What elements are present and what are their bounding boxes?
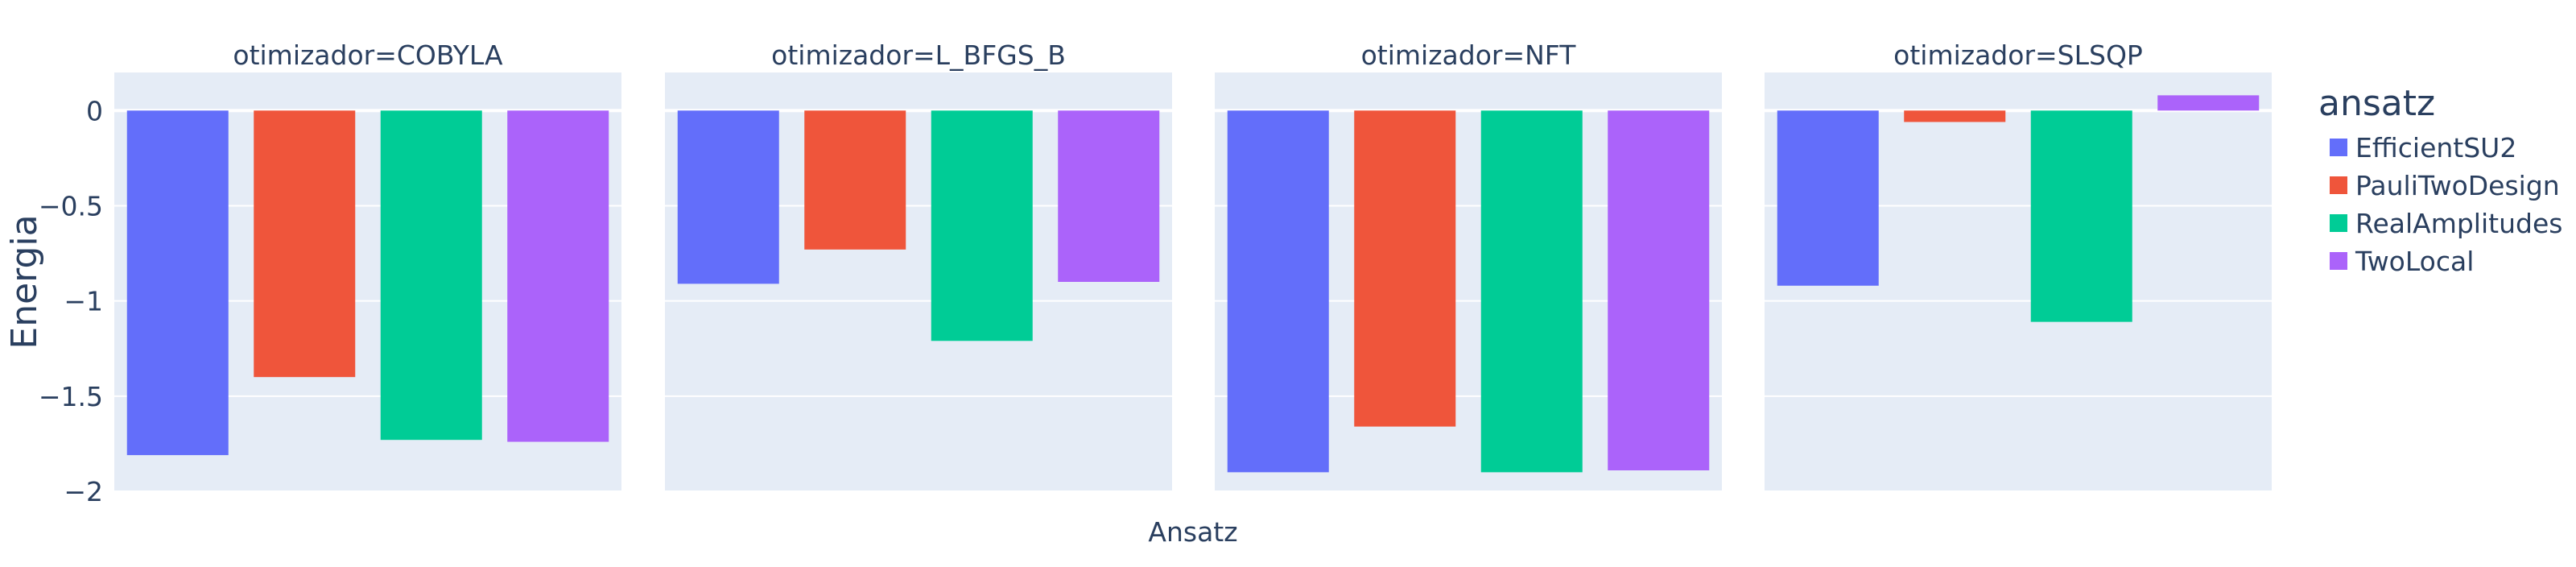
legend-label-realamplitudes: RealAmplitudes: [2355, 208, 2562, 239]
bar-2-paulitwodesign: [804, 110, 906, 250]
facet-title-3: otimizador=NFT: [1361, 39, 1577, 71]
bar-4-realamplitudes: [2030, 110, 2132, 322]
legend-swatch-paulitwodesign: [2330, 176, 2347, 194]
bar-1-twolocal: [507, 110, 609, 442]
x-axis-title: Ansatz: [1148, 516, 1237, 548]
legend-label-efficientsu2: EfficientSU2: [2355, 132, 2516, 163]
y-tick-label-2: −0.5: [39, 190, 103, 221]
bar-2-twolocal: [1058, 110, 1160, 282]
bar-3-realamplitudes: [1480, 110, 1583, 473]
facet-title-1: otimizador=COBYLA: [233, 39, 503, 71]
bar-4-efficientsu2: [1777, 110, 1879, 286]
legend-swatch-twolocal: [2330, 252, 2347, 270]
facet-title-2: otimizador=L_BFGS_B: [771, 39, 1066, 71]
bar-4-twolocal: [2157, 95, 2260, 111]
legend-label-paulitwodesign: PauliTwoDesign: [2355, 170, 2560, 201]
y-tick-label-1: 0: [86, 95, 103, 126]
bar-2-efficientsu2: [677, 110, 779, 284]
y-tick-label-4: −1.5: [39, 381, 103, 412]
legend-title: ansatz: [2318, 83, 2435, 124]
legend-label-twolocal: TwoLocal: [2355, 246, 2474, 277]
bar-4-paulitwodesign: [1904, 110, 2006, 122]
bar-2-realamplitudes: [931, 110, 1033, 341]
bar-3-twolocal: [1608, 110, 1710, 471]
bar-3-paulitwodesign: [1354, 110, 1456, 427]
legend-swatch-realamplitudes: [2330, 214, 2347, 232]
y-axis-title: Energia: [4, 214, 45, 349]
legend-swatch-efficientsu2: [2330, 139, 2347, 156]
bar-1-realamplitudes: [380, 110, 482, 441]
bar-3-efficientsu2: [1227, 110, 1329, 473]
bar-1-efficientsu2: [126, 110, 229, 456]
bar-1-paulitwodesign: [254, 110, 356, 378]
facet-title-4: otimizador=SLSQP: [1893, 39, 2143, 71]
y-tick-label-5: −2: [64, 476, 103, 507]
y-tick-label-3: −1: [64, 286, 103, 317]
